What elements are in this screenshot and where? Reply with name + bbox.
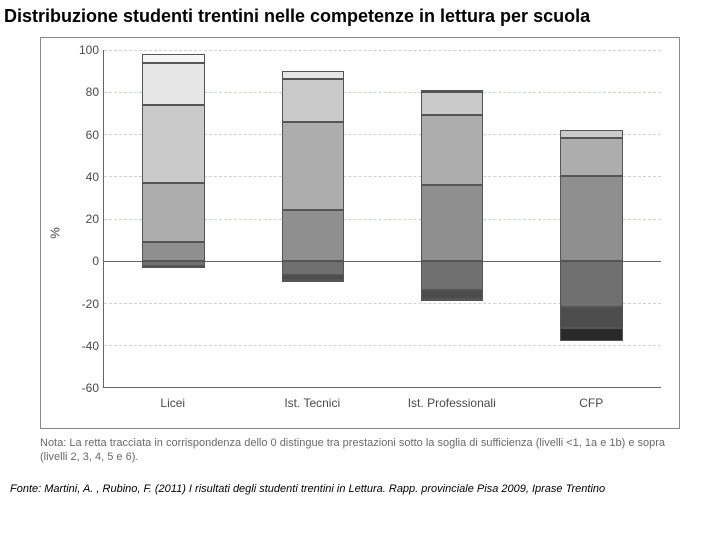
y-tick-label: 80 xyxy=(71,85,99,99)
y-tick-label: 40 xyxy=(71,170,99,184)
chart-container: % Licei Ist. Tecnici Ist. Professionali CFP… xyxy=(40,37,680,429)
segment-l3 xyxy=(142,183,205,242)
bar-licei xyxy=(142,50,205,387)
segment-b1 xyxy=(142,266,205,268)
y-tick-label: 0 xyxy=(71,254,99,268)
y-axis-label: % xyxy=(47,227,62,239)
bar-ist-tecnici xyxy=(282,50,345,387)
chart-note: Nota: La retta tracciata in corrisponden… xyxy=(40,437,680,465)
y-tick-label: -40 xyxy=(71,339,99,353)
segment-a1 xyxy=(560,261,623,307)
segment-l2 xyxy=(560,176,623,260)
y-tick-label: 100 xyxy=(71,43,99,57)
y-tick-label: 20 xyxy=(71,212,99,226)
page-title: Distribuzione studenti trentini nelle co… xyxy=(0,0,720,37)
bar-cfp xyxy=(560,50,623,387)
segment-lt1 xyxy=(282,280,345,282)
x-tick-label: Ist. Professionali xyxy=(408,396,496,410)
y-tick-label: -60 xyxy=(71,381,99,395)
segment-l4 xyxy=(421,92,484,115)
segment-l3 xyxy=(421,115,484,185)
segment-lt1 xyxy=(560,328,623,341)
segment-l3 xyxy=(560,138,623,176)
segment-l2 xyxy=(142,242,205,261)
segment-l6 xyxy=(142,54,205,62)
segment-l5 xyxy=(421,90,484,92)
bar-ist-professionali xyxy=(421,50,484,387)
segment-l2 xyxy=(421,185,484,261)
segment-a1 xyxy=(282,261,345,276)
x-tick-label: Ist. Tecnici xyxy=(284,396,340,410)
segment-l5 xyxy=(282,71,345,79)
x-axis-labels: Licei Ist. Tecnici Ist. Professionali CFP xyxy=(103,396,661,416)
segment-a1 xyxy=(421,261,484,290)
segment-l5 xyxy=(142,63,205,105)
segment-l2 xyxy=(282,210,345,261)
segment-l4 xyxy=(142,105,205,183)
y-tick-label: -20 xyxy=(71,297,99,311)
y-tick-label: 60 xyxy=(71,128,99,142)
segment-b1 xyxy=(421,290,484,298)
segment-l3 xyxy=(282,122,345,210)
segment-l4 xyxy=(560,130,623,138)
plot-area xyxy=(103,50,661,388)
x-tick-label: Licei xyxy=(160,396,185,410)
source-citation: Fonte: Martini, A. , Rubino, F. (2011) I… xyxy=(10,483,710,495)
segment-l4 xyxy=(282,79,345,121)
x-tick-label: CFP xyxy=(579,396,603,410)
segment-b1 xyxy=(560,307,623,328)
segment-lt1 xyxy=(421,299,484,301)
